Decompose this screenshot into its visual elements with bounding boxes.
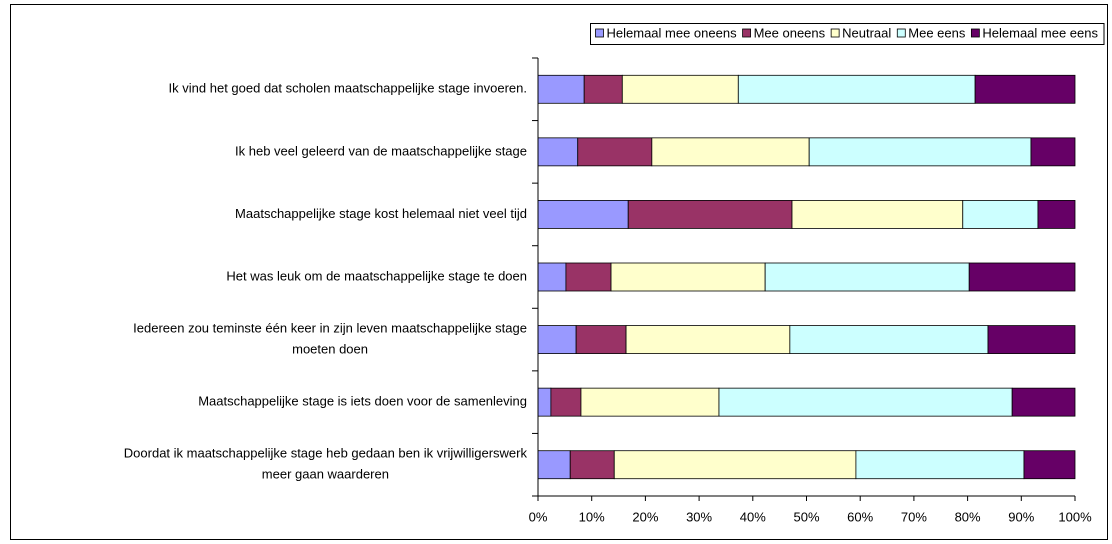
legend-label: Helemaal mee oneens: [607, 25, 738, 40]
bar-segment: [565, 262, 612, 292]
bar-segment: [627, 200, 793, 229]
bar-segment: [718, 387, 1013, 417]
category-label-line: Ik heb veel geleerd van de maatschappeli…: [235, 143, 527, 158]
bar-segment: [1011, 387, 1076, 417]
bar-segment: [537, 200, 629, 229]
category-label: Ik vind het goed dat scholen maatschappe…: [169, 81, 527, 96]
category-label: Iedereen zou teminste één keer in zijn l…: [133, 321, 527, 357]
bar-segment: [1030, 137, 1076, 167]
category-label-line: Het was leuk om de maatschappelijke stag…: [226, 268, 527, 283]
bar-segment: [537, 325, 577, 354]
bar-segment: [577, 137, 653, 167]
bar-segment: [580, 387, 720, 417]
legend-label: Helemaal mee eens: [982, 25, 1098, 40]
category-label-line: moeten doen: [292, 342, 368, 357]
category-label-line: Ik vind het goed dat scholen maatschappe…: [169, 81, 527, 96]
bar-segment: [569, 450, 615, 480]
bar-segment: [537, 137, 579, 167]
x-tick-label: 70%: [901, 509, 927, 524]
bar-segment: [962, 200, 1039, 229]
bar-segment: [764, 262, 970, 292]
legend: Helemaal mee oneens Mee oneens Neutraal Mee…: [590, 23, 1105, 45]
category-label-line: Doordat ik maatschappelijke stage heb ge…: [124, 446, 528, 461]
bar-segment: [537, 262, 567, 292]
x-tick-label: 90%: [1008, 509, 1034, 524]
bar-segment: [789, 325, 989, 354]
x-tick-label: 60%: [847, 509, 873, 524]
category-label-line: Maatschappelijke stage is iets doen voor…: [198, 394, 527, 409]
x-tick-label: 50%: [793, 509, 819, 524]
x-tick-label: 10%: [579, 509, 605, 524]
category-label-line: Iedereen zou teminste één keer in zijn l…: [133, 321, 527, 336]
bar-segment: [808, 137, 1032, 167]
category-label-line: Maatschappelijke stage kost helemaal nie…: [235, 206, 527, 221]
bar-segment: [610, 262, 766, 292]
x-tick-label: 30%: [686, 509, 712, 524]
x-tick-label: 0%: [529, 509, 548, 524]
x-tick-label: 40%: [740, 509, 766, 524]
legend-swatch: [896, 28, 906, 38]
category-label: Maatschappelijke stage is iets doen voor…: [198, 394, 527, 409]
bar-segment: [575, 325, 627, 354]
bar-segment: [625, 325, 791, 354]
bar-segment: [791, 200, 964, 229]
legend-label: Mee oneens: [754, 25, 826, 40]
bar-segment: [968, 262, 1076, 292]
x-tick-label: 80%: [955, 509, 981, 524]
category-label: Het was leuk om de maatschappelijke stag…: [226, 268, 527, 283]
bar-segment: [583, 74, 623, 104]
legend-swatch: [970, 28, 980, 38]
bar-segment: [537, 450, 571, 480]
bar-segment: [1037, 200, 1076, 229]
bar-segment: [855, 450, 1025, 480]
bar-segment: [621, 74, 739, 104]
bar-segment: [613, 450, 857, 480]
legend-swatch: [595, 28, 604, 38]
x-tick-label: 20%: [632, 509, 658, 524]
x-tick-label: 100%: [1058, 509, 1092, 524]
category-label: Ik heb veel geleerd van de maatschappeli…: [235, 143, 527, 158]
bar-segment: [1023, 450, 1076, 480]
bar-segment: [651, 137, 810, 167]
legend-swatch: [742, 28, 751, 38]
bar-segment: [537, 387, 552, 417]
legend-label: Neutraal: [842, 25, 891, 40]
bar-segment: [550, 387, 582, 417]
legend-label: Mee eens: [908, 25, 966, 40]
bar-segment: [987, 325, 1076, 354]
bar-segment: [974, 74, 1076, 104]
legend-swatch: [830, 28, 840, 38]
category-label-line: meer gaan waarderen: [262, 467, 389, 482]
bar-segment: [737, 74, 976, 104]
category-label: Doordat ik maatschappelijke stage heb ge…: [124, 446, 528, 482]
category-label: Maatschappelijke stage kost helemaal nie…: [235, 206, 527, 221]
bar-segment: [537, 74, 585, 104]
